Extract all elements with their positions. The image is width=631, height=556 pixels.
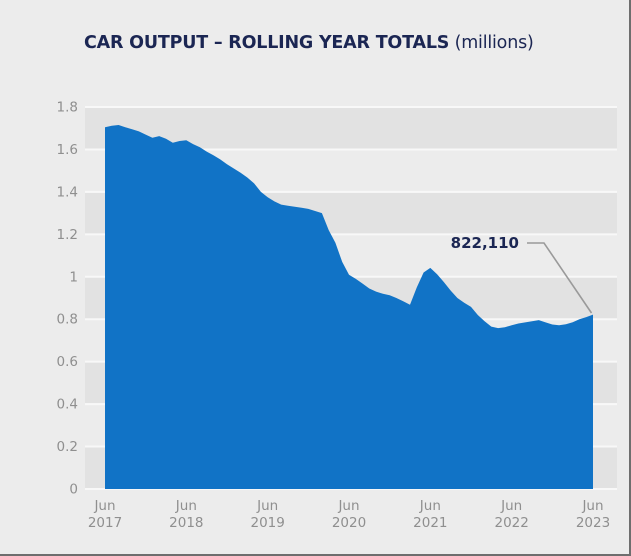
x-tick-year: 2021 [413, 515, 447, 531]
y-tick-label: 0.2 [57, 439, 78, 455]
x-tick-year: 2019 [250, 515, 284, 531]
x-tick-month: Jun [337, 498, 359, 514]
y-tick-label: 0.8 [57, 312, 78, 328]
x-tick-year: 2023 [576, 515, 610, 531]
x-tick-month: Jun [500, 498, 522, 514]
chart-title: CAR OUTPUT – ROLLING YEAR TOTALS (millio… [84, 33, 534, 53]
chart-title-unit: (millions) [454, 33, 534, 53]
annotation-leader-line [527, 242, 593, 314]
y-axis-tick-labels: 1.8 1.6 1.4 1.2 1 0.8 0.6 0.4 0.2 0 [57, 100, 78, 498]
shaded-band [85, 107, 617, 150]
x-tick-month: Jun [419, 498, 441, 514]
chart-title-main: CAR OUTPUT – ROLLING YEAR TOTALS [84, 33, 450, 53]
x-tick-month: Jun [581, 498, 603, 514]
x-tick-year: 2020 [332, 515, 366, 531]
x-tick-month: Jun [93, 498, 115, 514]
x-axis-tick-labels: Jun2017Jun2018Jun2019Jun2020Jun2021Jun20… [88, 498, 610, 531]
x-tick-year: 2017 [88, 515, 122, 531]
y-tick-label: 1.2 [57, 227, 78, 243]
x-tick-month: Jun [175, 498, 197, 514]
x-tick-year: 2018 [169, 515, 203, 531]
y-tick-label: 1 [69, 269, 78, 285]
y-tick-label: 1.8 [57, 100, 78, 116]
x-tick-month: Jun [256, 498, 278, 514]
y-tick-label: 1.6 [57, 142, 78, 158]
area-series-car-output [105, 125, 593, 489]
y-tick-label: 1.4 [57, 184, 78, 200]
y-tick-label: 0.4 [57, 397, 78, 413]
y-tick-label: 0 [69, 482, 78, 498]
y-tick-label: 0.6 [57, 354, 78, 370]
annotation-value-label: 822,110 [451, 234, 519, 252]
x-tick-year: 2022 [494, 515, 528, 531]
